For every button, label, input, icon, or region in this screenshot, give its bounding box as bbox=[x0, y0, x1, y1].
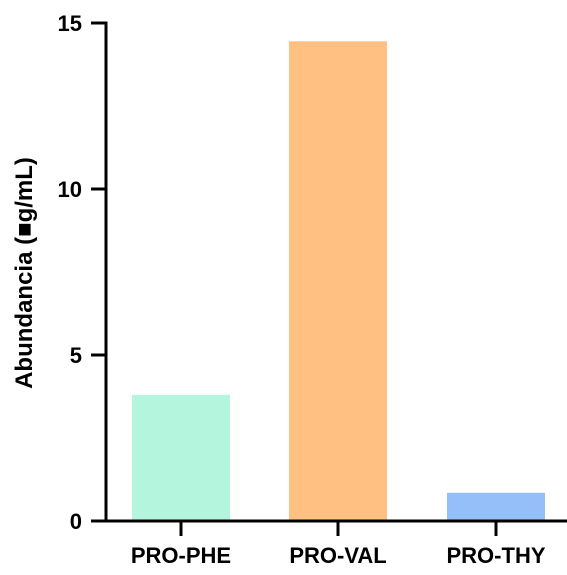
bar-pro-val bbox=[289, 41, 387, 521]
x-ticks-group: PRO-PHE PRO-VAL PRO-THY bbox=[131, 521, 546, 568]
y-tick-label: 0 bbox=[70, 509, 82, 534]
x-category-label: PRO-PHE bbox=[131, 543, 231, 568]
y-tick-label: 10 bbox=[58, 177, 82, 202]
y-tick-label: 15 bbox=[58, 11, 82, 36]
y-ticks-group: 0 5 10 15 bbox=[58, 11, 106, 534]
y-axis-title: Abundancia (■g/mL) bbox=[11, 157, 38, 389]
bar-pro-phe bbox=[132, 394, 230, 521]
y-tick-label: 5 bbox=[70, 343, 82, 368]
x-category-label: PRO-VAL bbox=[289, 543, 386, 568]
x-category-label: PRO-THY bbox=[447, 543, 546, 568]
bars-group bbox=[132, 41, 545, 521]
bar-pro-thy bbox=[447, 492, 545, 521]
